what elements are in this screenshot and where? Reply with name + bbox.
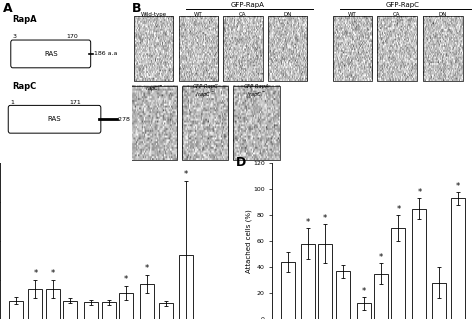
Text: Wild-type: Wild-type: [141, 12, 167, 17]
Text: *: *: [379, 253, 383, 262]
Text: *: *: [145, 264, 149, 273]
Bar: [233, 86, 280, 160]
Bar: [140, 284, 154, 319]
Text: DN: DN: [283, 12, 292, 17]
Bar: [28, 289, 42, 319]
Bar: [179, 255, 192, 319]
Bar: [9, 300, 23, 319]
Bar: [451, 198, 465, 319]
Text: GFP-RapC: GFP-RapC: [385, 2, 419, 8]
Text: WT: WT: [194, 12, 203, 17]
Bar: [64, 300, 77, 319]
Text: *: *: [51, 269, 55, 278]
Text: DN: DN: [439, 12, 447, 17]
Text: D: D: [236, 156, 246, 169]
Text: GFP-RapA: GFP-RapA: [231, 2, 265, 8]
Bar: [318, 244, 332, 319]
Text: *: *: [323, 214, 327, 223]
Bar: [333, 16, 372, 81]
Bar: [356, 303, 371, 319]
Text: GFP-RapC
/$rapC^-$: GFP-RapC /$rapC^-$: [192, 84, 218, 99]
Bar: [268, 16, 307, 81]
Bar: [374, 274, 388, 319]
Text: *: *: [396, 205, 401, 214]
Bar: [46, 289, 60, 319]
Text: 3: 3: [13, 34, 17, 39]
Bar: [102, 302, 116, 319]
Bar: [179, 16, 218, 81]
Bar: [182, 86, 228, 160]
Bar: [301, 244, 315, 319]
Text: RAS: RAS: [48, 116, 61, 122]
Text: B: B: [131, 2, 141, 15]
Text: *: *: [456, 182, 460, 191]
Text: *: *: [124, 275, 128, 284]
Text: WT: WT: [348, 12, 357, 17]
Text: *: *: [306, 218, 310, 227]
Text: RAS: RAS: [44, 51, 57, 57]
Bar: [336, 271, 349, 319]
Text: 170: 170: [66, 34, 78, 39]
Text: RapC: RapC: [13, 82, 37, 91]
Text: 171: 171: [70, 100, 82, 105]
Text: 278 a.a: 278 a.a: [118, 117, 142, 122]
Text: *: *: [361, 287, 365, 296]
Bar: [84, 302, 98, 319]
Bar: [412, 209, 427, 319]
Y-axis label: Attached cells (%): Attached cells (%): [245, 209, 252, 273]
Text: A: A: [2, 2, 12, 15]
FancyBboxPatch shape: [8, 105, 101, 133]
FancyBboxPatch shape: [11, 40, 91, 68]
Bar: [159, 303, 173, 319]
Bar: [282, 262, 295, 319]
Text: *: *: [33, 269, 37, 278]
Text: *: *: [183, 170, 188, 179]
Bar: [392, 228, 405, 319]
Text: 1: 1: [10, 100, 14, 105]
Bar: [119, 293, 133, 319]
Text: *: *: [417, 188, 421, 197]
Bar: [423, 16, 463, 81]
Bar: [223, 16, 263, 81]
Text: GFP-RapA
/$rapC^-$: GFP-RapA /$rapC^-$: [244, 84, 269, 99]
Text: $rapC^-$: $rapC^-$: [145, 84, 163, 93]
Bar: [131, 86, 177, 160]
Bar: [134, 16, 173, 81]
Text: 186 a.a: 186 a.a: [94, 51, 117, 56]
Bar: [432, 283, 446, 319]
Text: RapA: RapA: [13, 15, 37, 24]
Text: CA: CA: [393, 12, 401, 17]
Bar: [377, 16, 417, 81]
Text: CA: CA: [239, 12, 246, 17]
